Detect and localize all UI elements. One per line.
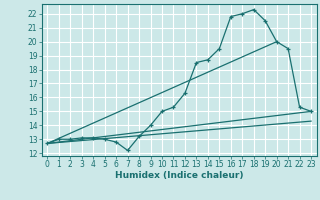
X-axis label: Humidex (Indice chaleur): Humidex (Indice chaleur) [115, 171, 244, 180]
